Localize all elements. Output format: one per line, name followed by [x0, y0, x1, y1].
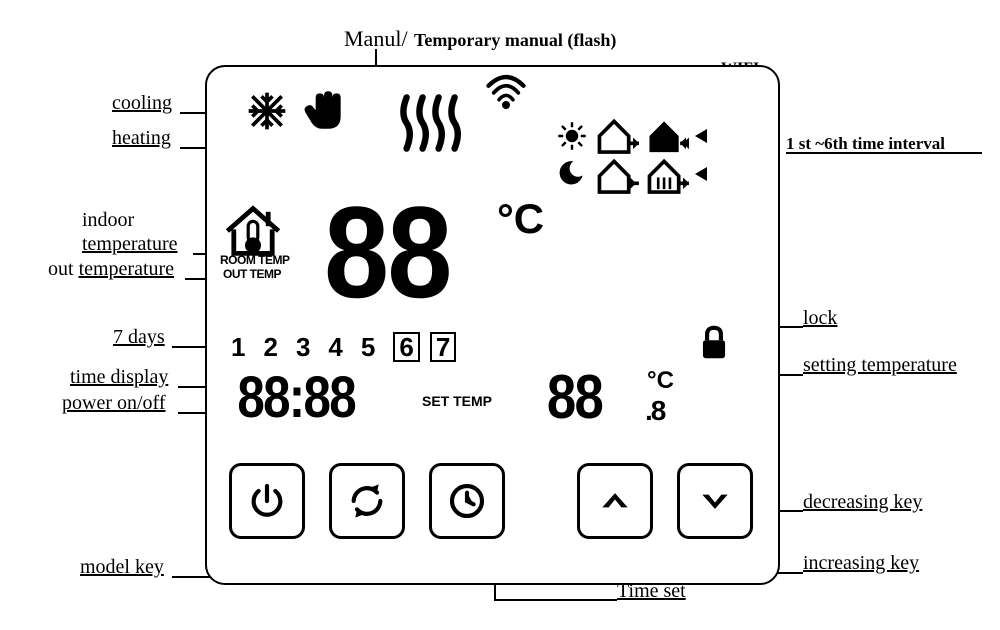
label-model-key: model key [80, 556, 164, 579]
power-button[interactable] [229, 463, 305, 539]
set-temp-unit: °C [647, 367, 674, 395]
leader-time-set [494, 599, 617, 601]
label-heating: heating [112, 127, 171, 150]
house-filled-icon [645, 117, 689, 155]
sun-icon [557, 121, 587, 151]
day-2: 2 [263, 332, 295, 362]
set-temp-decimal: .8 [645, 397, 664, 425]
days-row: 1234567 [231, 332, 456, 363]
day-7: 7 [430, 332, 456, 362]
house-in-icon [595, 157, 639, 195]
label-out-temp: out temperature [48, 258, 174, 281]
day-6: 6 [393, 332, 419, 362]
label-lock: lock [803, 307, 837, 330]
thermostat-frame: ROOM TEMP OUT TEMP 88 °C 1234567 88:88 S… [205, 65, 780, 585]
leader-interval-u [786, 152, 982, 154]
house-meal-icon [645, 157, 689, 195]
lock-icon [697, 325, 731, 361]
label-power: power on/off [62, 392, 166, 415]
interval-arrow-1 [695, 129, 707, 143]
set-temp-label: SET TEMP [422, 393, 492, 409]
label-7days: 7 days [113, 326, 165, 349]
heat-waves-icon [397, 89, 461, 157]
down-button[interactable] [677, 463, 753, 539]
up-button[interactable] [577, 463, 653, 539]
label-decreasing: decreasing key [803, 491, 922, 514]
house-thermo-icon [221, 205, 285, 257]
chevron-up-icon [596, 482, 634, 520]
interval-arrow-2 [695, 167, 707, 181]
label-indoor: indoor [82, 209, 134, 232]
power-icon [247, 481, 287, 521]
label-temperature: temperature [82, 233, 178, 256]
label-setting-temp: setting temperature [803, 354, 957, 377]
day-5: 5 [361, 332, 393, 362]
chevron-down-icon [696, 482, 734, 520]
main-temp-digits: 88 [324, 187, 451, 317]
wifi-icon [485, 73, 527, 109]
house-out-icon [595, 117, 639, 155]
day-4: 4 [328, 332, 360, 362]
label-cooling: cooling [112, 92, 172, 115]
label-temp-manual: Temporary manual (flash) [414, 30, 616, 51]
snowflake-icon [245, 89, 289, 133]
clock-digits: 88:88 [237, 369, 355, 427]
set-temp-digits: 88 [547, 367, 602, 429]
clock-icon [447, 481, 487, 521]
day-3: 3 [296, 332, 328, 362]
label-interval: 1 st ~6th time interval [786, 134, 945, 154]
cycle-icon [347, 481, 387, 521]
clock-button[interactable] [429, 463, 505, 539]
label-increasing: increasing key [803, 552, 919, 575]
day-1: 1 [231, 332, 263, 362]
mode-button[interactable] [329, 463, 405, 539]
label-time-display: time display [70, 366, 168, 389]
out-temp-text: OUT TEMP [223, 267, 281, 281]
main-temp-unit: °C [497, 195, 544, 243]
room-temp-text: ROOM TEMP [220, 253, 290, 267]
hand-icon [299, 85, 349, 135]
moon-icon [557, 159, 585, 187]
